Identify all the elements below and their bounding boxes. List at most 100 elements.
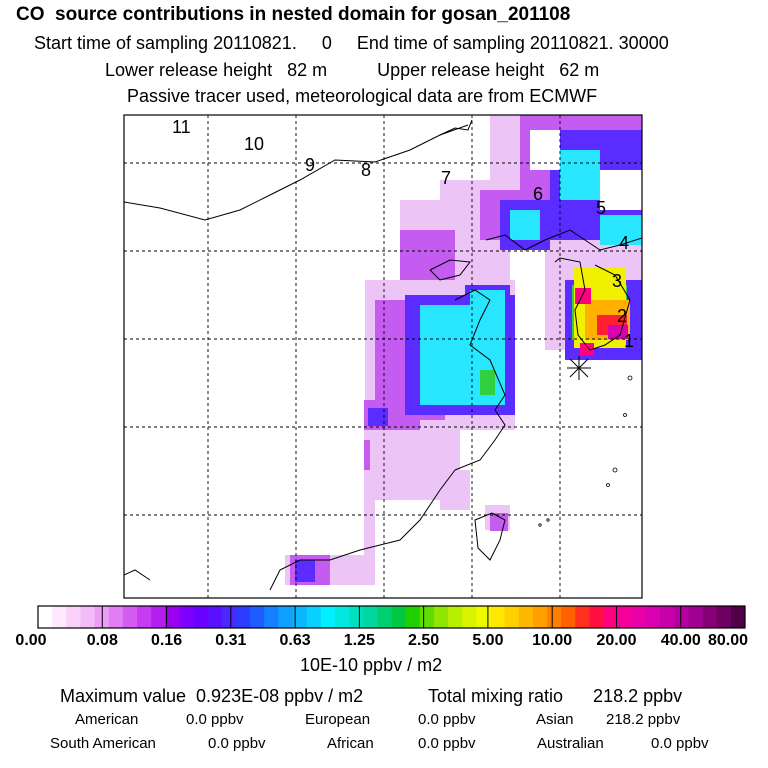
colorbar-segment (292, 606, 308, 628)
region-label-10: 10 (244, 134, 264, 154)
colorbar-segment (108, 606, 124, 628)
region-value-south-american: 0.0 ppbv (208, 735, 266, 752)
region-label-9: 9 (305, 155, 315, 175)
colorbar-segment (504, 606, 520, 628)
colorbar-tick-label: 2.50 (408, 632, 440, 649)
colorbar-segment (349, 606, 364, 628)
colorbar-segment (334, 606, 350, 628)
region-name-south-american: South American (50, 735, 156, 752)
tracer-note-line: Passive tracer used, meteorological data… (127, 86, 598, 106)
plume-field (124, 115, 642, 585)
islands (538, 375, 633, 527)
colorbar-tick-label: 0.31 (215, 632, 247, 649)
region-labels: 11 10 9 8 7 6 5 4 3 2 1 (172, 117, 634, 351)
colorbar-segment (363, 606, 378, 628)
region-value-australian: 0.0 ppbv (651, 735, 709, 752)
colorbar-segment (207, 606, 223, 628)
region-label-5: 5 (596, 198, 606, 218)
colorbar-segment (264, 606, 279, 628)
region-name-asian: Asian (536, 711, 574, 728)
colorbar-frame (37, 605, 746, 629)
colorbar-segment (52, 606, 67, 628)
colorbar-segment (631, 606, 647, 628)
region-label-8: 8 (361, 160, 371, 180)
colorbar-segment (80, 606, 96, 628)
colorbar-tick-label: 0.63 (279, 632, 311, 649)
plume-hotspots (575, 288, 628, 355)
colorbar-segment (518, 606, 534, 628)
colorbar-segment (490, 606, 506, 628)
colorbar-segment (136, 606, 152, 628)
receptor-star-icon (567, 356, 591, 380)
region-name-european: European (305, 711, 371, 728)
colorbar-segment (462, 606, 477, 628)
map-frame (123, 114, 643, 599)
region-value-asian: 218.2 ppbv (606, 711, 681, 728)
colorbar-unit: 10E-10 ppbv / m2 (300, 655, 443, 675)
region-label-1: 1 (624, 331, 634, 351)
coastlines (124, 119, 642, 591)
region-value-african: 0.0 ppbv (418, 735, 476, 752)
colorbar-segment (391, 606, 407, 628)
colorbar-segment (193, 606, 209, 628)
max-value: Maximum value 0.923E-08 ppbv / m2 (60, 686, 364, 706)
colorbar-segment (702, 606, 718, 628)
colorbar-tick-label: 20.00 (596, 632, 637, 649)
colorbar-segment (688, 606, 704, 628)
colorbar-segment (660, 606, 675, 628)
total-mixing-ratio: Total mixing ratio 218.2 ppbv (428, 686, 683, 706)
colorbar-segment (532, 606, 548, 628)
colorbar-segment (674, 606, 689, 628)
colorbar-tick-label: 1.25 (343, 632, 375, 649)
sampling-time-line: Start time of sampling 20110821. 0 End t… (34, 33, 669, 53)
colorbar-segment (405, 606, 421, 628)
colorbar-segment (547, 606, 562, 628)
colorbar (37, 605, 746, 629)
colorbar-tick-label: 0.08 (86, 632, 118, 649)
region-name-african: African (327, 735, 374, 752)
release-height-line: Lower release height 82 m Upper release … (105, 60, 600, 80)
colorbar-segment (221, 606, 237, 628)
region-value-american: 0.0 ppbv (186, 711, 244, 728)
colorbar-segment (122, 606, 138, 628)
region-label-2: 2 (617, 306, 627, 326)
colorbar-tick-label: 80.00 (707, 632, 749, 649)
colorbar-segment (320, 606, 336, 628)
colorbar-segment (419, 606, 435, 628)
colorbar-segment (603, 606, 619, 628)
colorbar-segment (38, 606, 53, 628)
region-name-australian: Australian (537, 735, 604, 752)
colorbar-segment (476, 606, 491, 628)
colorbar-segment (617, 606, 633, 628)
colorbar-segment (433, 606, 449, 628)
colorbar-segment (589, 606, 605, 628)
colorbar-segment (646, 606, 661, 628)
region-label-7: 7 (441, 168, 451, 188)
colorbar-segment (66, 606, 81, 628)
colorbar-segment (730, 606, 746, 628)
plume-gaps (124, 115, 642, 555)
colorbar-tick-label: 5.00 (472, 632, 504, 649)
colorbar-tick-label: 0.16 (150, 632, 183, 649)
colorbar-segment (716, 606, 732, 628)
colorbar-segment (235, 606, 251, 628)
region-label-6: 6 (533, 184, 543, 204)
colorbar-segment (278, 606, 294, 628)
colorbar-tick-label: 40.00 (660, 632, 701, 649)
colorbar-tick-label: 0.00 (15, 632, 47, 649)
colorbar-tick-label: 10.00 (532, 632, 573, 649)
chart-title: CO source contributions in nested domain… (16, 4, 571, 25)
colorbar-segment (377, 606, 392, 628)
region-label-3: 3 (612, 271, 622, 291)
region-label-11: 11 (172, 117, 191, 137)
region-name-american: American (75, 711, 139, 728)
colorbar-segment (448, 606, 463, 628)
colorbar-segment (561, 606, 576, 628)
colorbar-segment (165, 606, 180, 628)
region-label-4: 4 (619, 233, 629, 253)
colorbar-segment (306, 606, 322, 628)
region-value-european: 0.0 ppbv (418, 711, 476, 728)
grid-lines (124, 115, 642, 598)
colorbar-segment (151, 606, 166, 628)
